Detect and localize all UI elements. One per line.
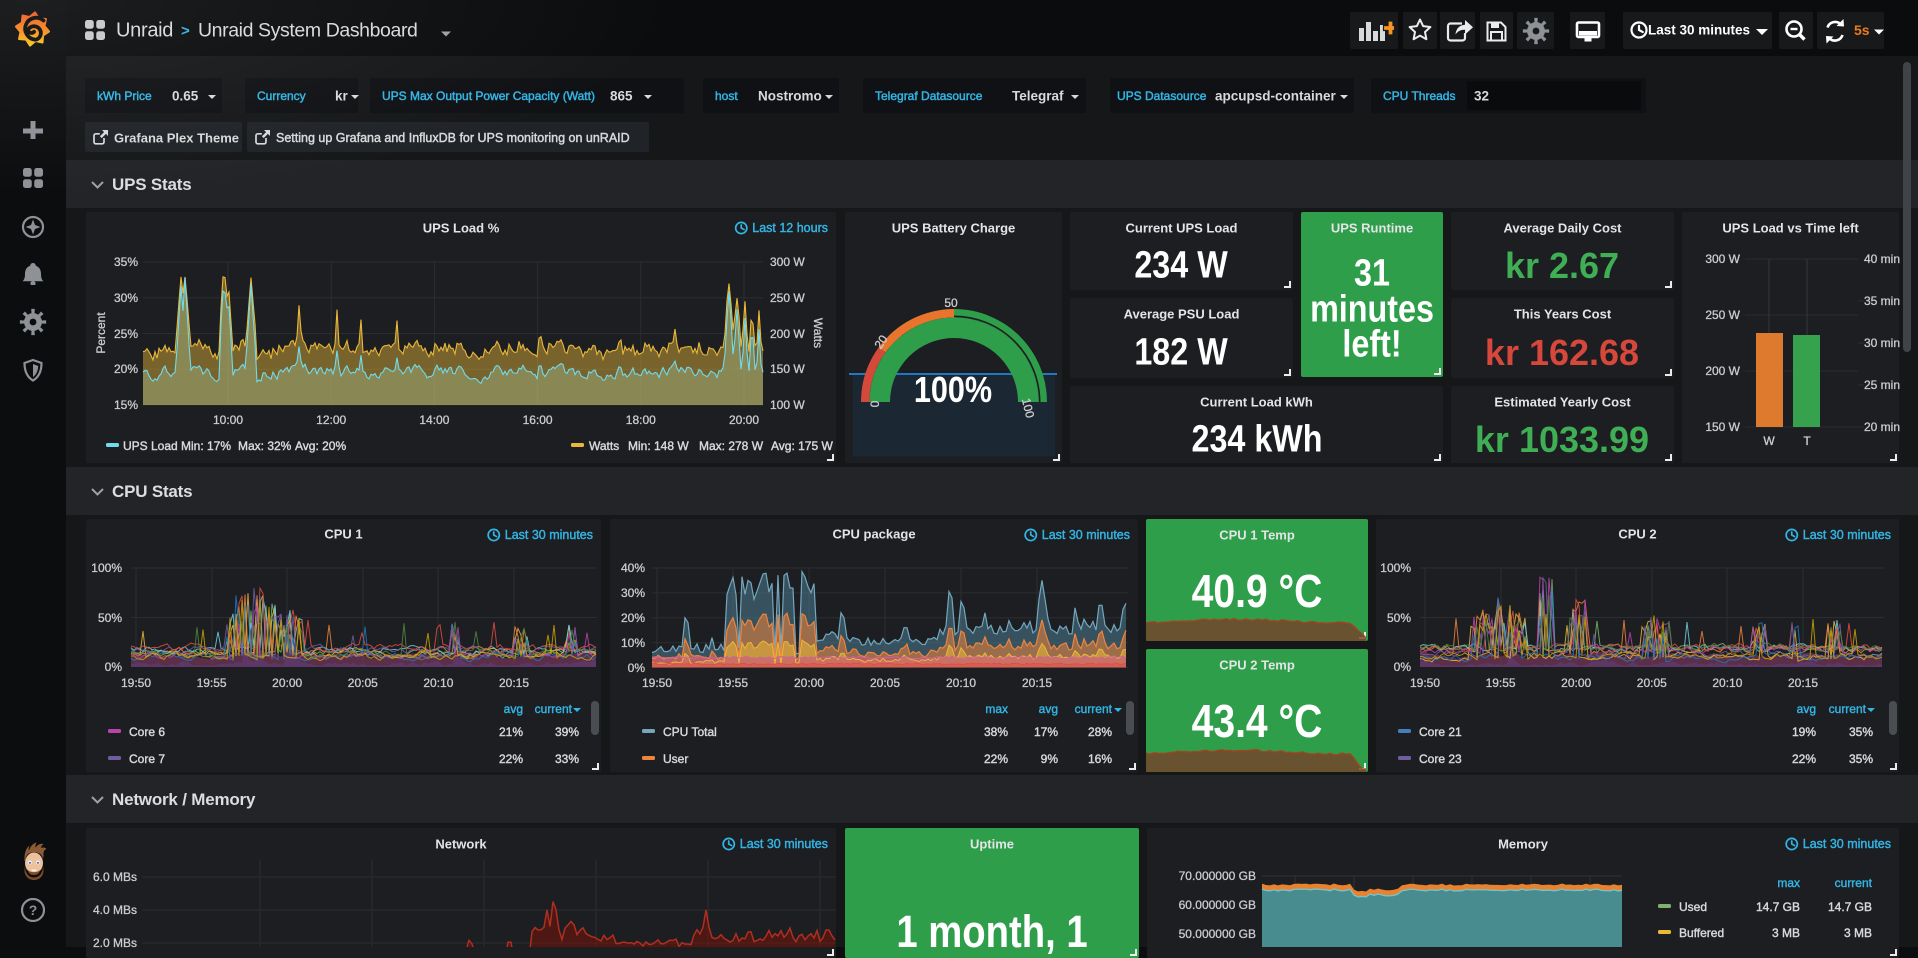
svg-text:?: ? — [29, 902, 38, 918]
